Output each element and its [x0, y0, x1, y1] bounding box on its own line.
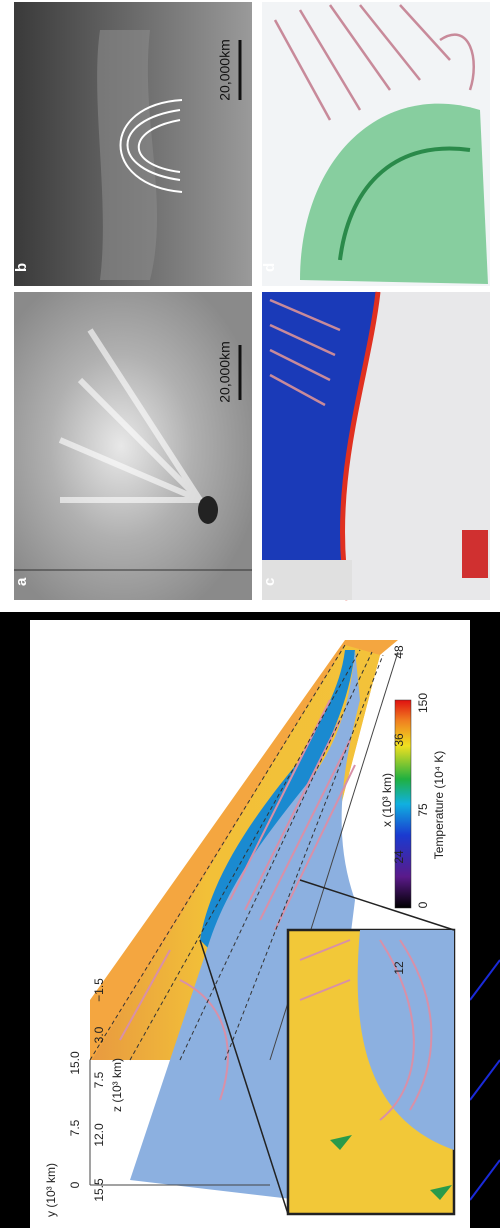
x-axis-label: x (10³ km) — [380, 773, 394, 827]
scale-label: 20,000km — [217, 39, 233, 100]
panel-c-corner — [462, 530, 488, 578]
x-tick-label: 24 — [392, 850, 406, 864]
panel-a-image — [14, 292, 252, 600]
y-axis-label: y (10³ km) — [44, 1163, 58, 1217]
x-tick-label: 36 — [392, 733, 406, 747]
background-decoration — [470, 960, 500, 1200]
colorbar — [395, 700, 411, 908]
y-tick-label: 15.0 — [68, 1051, 82, 1075]
z-tick-label: 3.0 — [92, 1026, 106, 1043]
colorbar-tick-label: 75 — [416, 803, 430, 817]
x-tick-label: 48 — [392, 645, 406, 659]
figure: a b c d 20,000km 20,000km 12 24 36 48 x (10³… — [0, 0, 500, 1228]
panel-label: d — [261, 263, 278, 272]
z-tick-label: 7.5 — [92, 1071, 106, 1088]
panel-a-spot — [198, 496, 218, 524]
panel-label: c — [261, 578, 278, 586]
scale-label: 20,000km — [217, 341, 233, 402]
z-axis-label: z (10³ km) — [110, 1058, 124, 1112]
y-tick-label: 7.5 — [68, 1119, 82, 1136]
x-tick-label: 12 — [392, 961, 406, 975]
panel-label: a — [13, 577, 30, 586]
colorbar-tick-label: 150 — [416, 693, 430, 713]
panel-label: b — [13, 263, 30, 272]
colorbar-label: Temperature (10⁴ K) — [432, 751, 446, 860]
y-tick-label: 0 — [68, 1181, 82, 1188]
z-tick-label: 15.5 — [92, 1178, 106, 1202]
z-tick-label: −1.5 — [92, 978, 106, 1002]
z-tick-label: 12.0 — [92, 1123, 106, 1147]
colorbar-tick-label: 0 — [416, 901, 430, 908]
